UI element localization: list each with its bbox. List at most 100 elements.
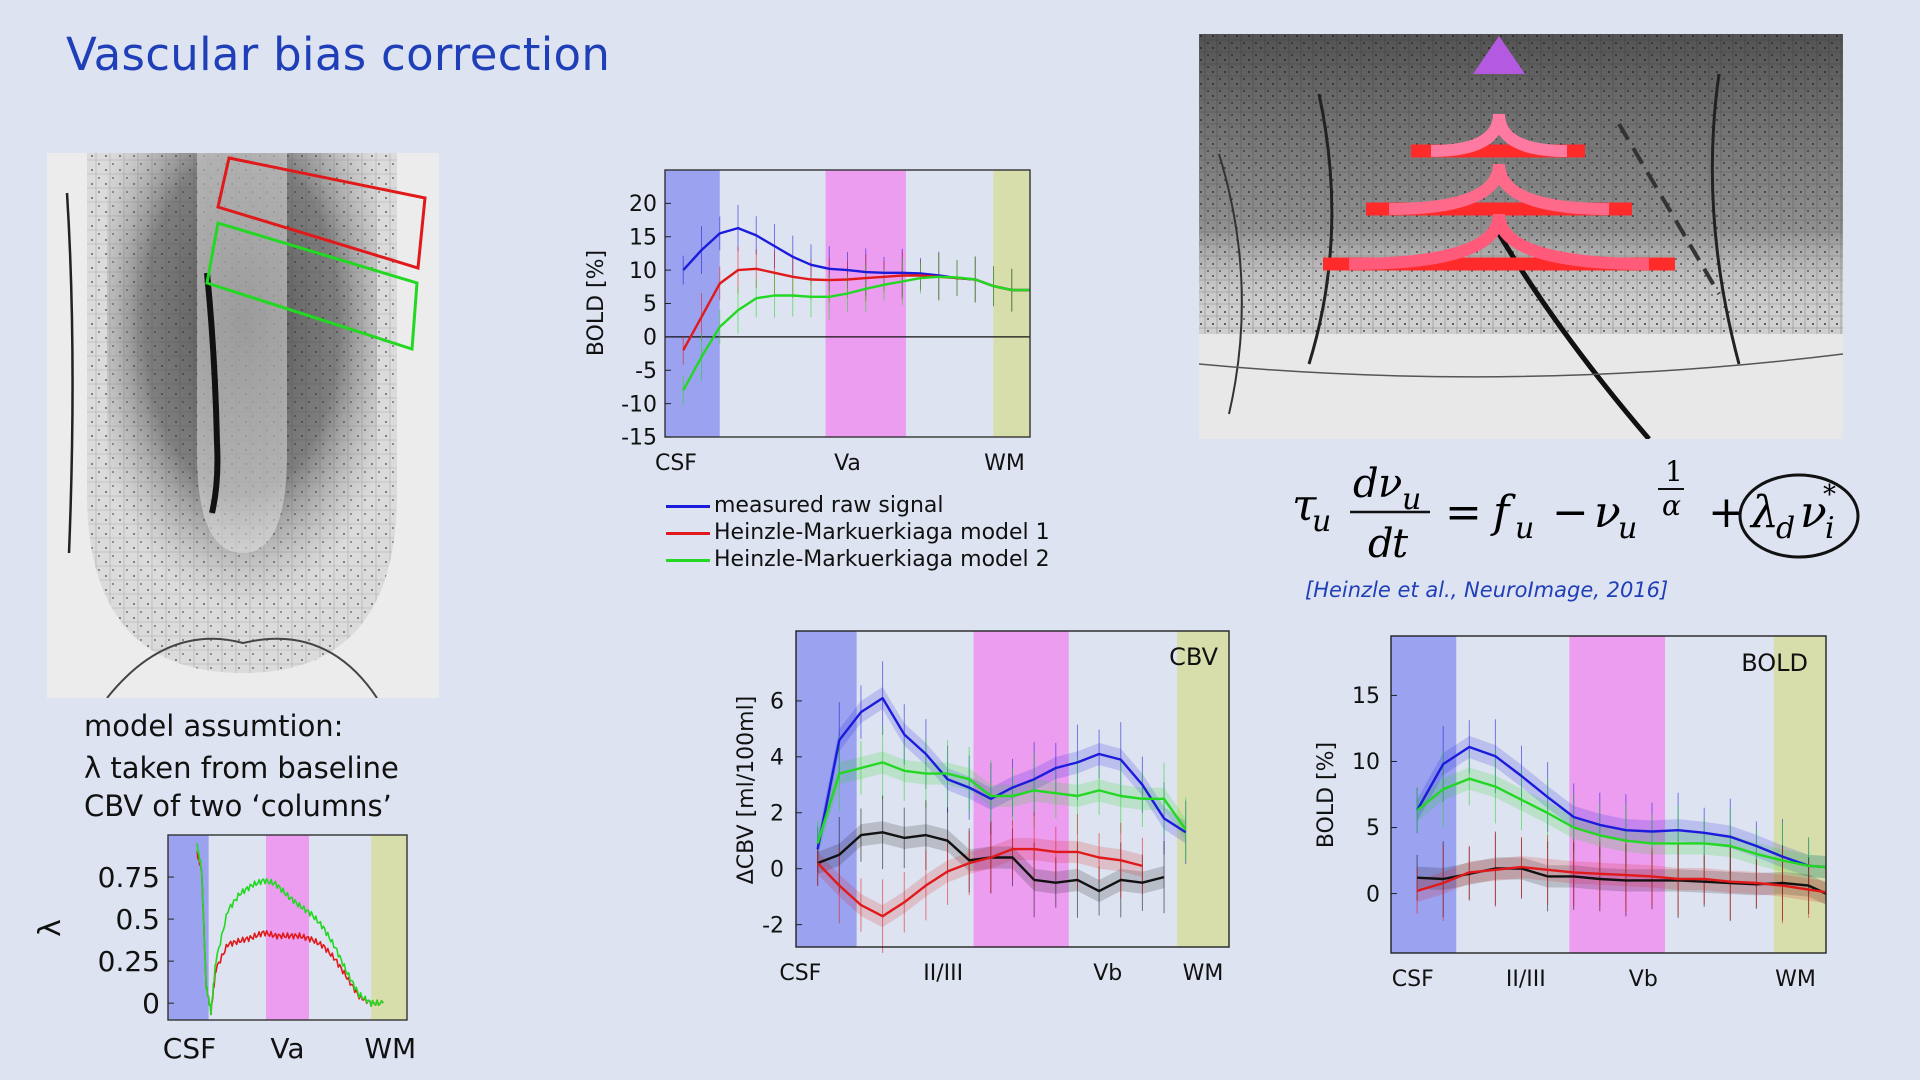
confidence-band bbox=[817, 821, 1165, 903]
band-wm bbox=[1177, 631, 1229, 947]
eq-f: f bbox=[1490, 487, 1516, 538]
eq-nu-sub: u bbox=[1618, 511, 1637, 546]
band-csf bbox=[796, 631, 857, 947]
y-tick-label: 20 bbox=[629, 192, 657, 217]
y-tick-label: 6 bbox=[770, 690, 784, 715]
y-tick-label: -5 bbox=[635, 359, 657, 384]
eq-lambda-sub: d bbox=[1776, 511, 1795, 546]
series-blue bbox=[816, 696, 1187, 850]
cortex-vasculature-arrows-icon bbox=[1199, 34, 1843, 439]
series-heinzle-markuerkiaga-model-1 bbox=[682, 267, 1030, 351]
x-tick-label: Vb bbox=[1093, 961, 1122, 986]
series-black bbox=[1417, 867, 1827, 895]
y-tick-label: 0.25 bbox=[98, 945, 160, 978]
legend-swatch bbox=[666, 531, 710, 535]
x-tick-label: II/III bbox=[1506, 967, 1546, 992]
eq-nu-i: ν bbox=[1800, 487, 1827, 538]
y-tick-label: 0 bbox=[643, 326, 657, 351]
plot-area bbox=[168, 835, 407, 1020]
left-micrograph bbox=[47, 153, 439, 698]
y-tick-label: 10 bbox=[629, 259, 657, 284]
y-tick-label: 15 bbox=[1352, 684, 1380, 709]
confidence-band bbox=[817, 687, 1186, 861]
confidence-band bbox=[817, 838, 1143, 928]
bold-models-legend: measured raw signal Heinzle-Markuerkiaga… bbox=[666, 493, 1096, 575]
legend-item: measured raw signal bbox=[666, 493, 944, 518]
series-green bbox=[816, 761, 1187, 844]
plot-frame bbox=[167, 834, 408, 1021]
eq-f-sub: u bbox=[1515, 511, 1534, 546]
confidence-band bbox=[817, 751, 1186, 855]
eq-circle bbox=[1738, 473, 1860, 559]
x-tick-label: CSF bbox=[1392, 967, 1434, 992]
citation: [Heinzle et al., NeuroImage, 2016] bbox=[1305, 578, 1669, 602]
eq-equals: = bbox=[1445, 487, 1482, 538]
plot-area bbox=[796, 631, 1229, 947]
plot-frame bbox=[664, 169, 1031, 438]
series-red-column bbox=[196, 850, 384, 1016]
plot-frame bbox=[795, 630, 1230, 948]
eq-minus: − bbox=[1552, 487, 1589, 538]
series-black bbox=[817, 831, 1165, 893]
x-tick-label: CSF bbox=[655, 451, 697, 476]
y-tick-label: 0.75 bbox=[98, 861, 160, 894]
y-tick-label: 4 bbox=[770, 746, 784, 771]
eq-tau: τ bbox=[1292, 480, 1317, 531]
band-va bbox=[265, 835, 310, 1020]
band-csf bbox=[665, 170, 720, 437]
eq-t: t bbox=[1392, 521, 1409, 567]
eq-star: * bbox=[1823, 480, 1836, 510]
band-csf bbox=[1391, 636, 1457, 953]
eq-lambda: λ bbox=[1749, 487, 1779, 538]
x-tick-label: WM bbox=[984, 451, 1025, 476]
eq-d-bottom: d bbox=[1368, 521, 1394, 567]
band-wm bbox=[1773, 636, 1826, 953]
series-measured-raw-signal bbox=[682, 226, 1030, 292]
series-green-column bbox=[196, 842, 384, 1016]
plot-frame bbox=[1390, 635, 1827, 954]
x-tick-label: II/III bbox=[923, 961, 963, 986]
x-tick-label: CSF bbox=[779, 961, 821, 986]
legend-swatch bbox=[666, 504, 710, 508]
x-tick-label: WM bbox=[364, 1032, 416, 1065]
x-tick-label: Vb bbox=[1629, 967, 1658, 992]
confidence-band bbox=[1417, 767, 1826, 879]
band-va bbox=[1569, 636, 1666, 953]
band-wm bbox=[371, 835, 407, 1020]
cortex-vasculature-icon bbox=[47, 153, 439, 698]
assumption-line-2: λ taken from baseline bbox=[84, 751, 399, 785]
y-axis-label: ΔCBV [ml/100ml] bbox=[734, 696, 759, 885]
eq-nu-top-sub: u bbox=[1402, 482, 1421, 517]
y-tick-label: -10 bbox=[621, 392, 657, 417]
x-tick-label: Va bbox=[834, 451, 861, 476]
x-tick-label: CSF bbox=[163, 1032, 216, 1065]
band-csf bbox=[168, 835, 209, 1020]
chart-title: CBV bbox=[1169, 643, 1218, 671]
eq-nu-top: ν bbox=[1378, 461, 1402, 507]
confidence-band bbox=[1417, 857, 1826, 905]
y-tick-label: 0.5 bbox=[115, 903, 160, 936]
eq-exp-numerator: 1 bbox=[1665, 455, 1683, 488]
legend-item: Heinzle-Markuerkiaga model 2 bbox=[666, 547, 1050, 572]
plot-area bbox=[665, 170, 1030, 437]
vascular-model-equation: τ u d ν u d t = f u − ν u 1 α + λ d ν i … bbox=[1290, 455, 1890, 575]
legend-swatch bbox=[666, 558, 710, 562]
y-tick-label: 0 bbox=[142, 987, 160, 1020]
x-tick-label: Va bbox=[270, 1032, 304, 1065]
series-green bbox=[1416, 777, 1827, 869]
chart-title: BOLD bbox=[1741, 649, 1808, 677]
confidence-band bbox=[1417, 735, 1826, 879]
legend-item: Heinzle-Markuerkiaga model 1 bbox=[666, 520, 1050, 545]
x-tick-label: WM bbox=[1775, 967, 1816, 992]
series-red bbox=[1416, 865, 1827, 894]
eq-d-top: d bbox=[1353, 461, 1379, 507]
y-tick-label: 5 bbox=[643, 292, 657, 317]
y-tick-label: 0 bbox=[1366, 882, 1380, 907]
legend-label: Heinzle-Markuerkiaga model 1 bbox=[714, 520, 1050, 545]
legend-label: measured raw signal bbox=[714, 493, 944, 518]
eq-exp-alpha: α bbox=[1662, 489, 1681, 522]
eq-tau-sub: u bbox=[1312, 504, 1331, 539]
y-axis-label: λ bbox=[33, 919, 68, 937]
assumption-line-3: CBV of two ‘columns’ bbox=[84, 789, 392, 823]
y-axis-label: BOLD [%] bbox=[584, 250, 609, 356]
